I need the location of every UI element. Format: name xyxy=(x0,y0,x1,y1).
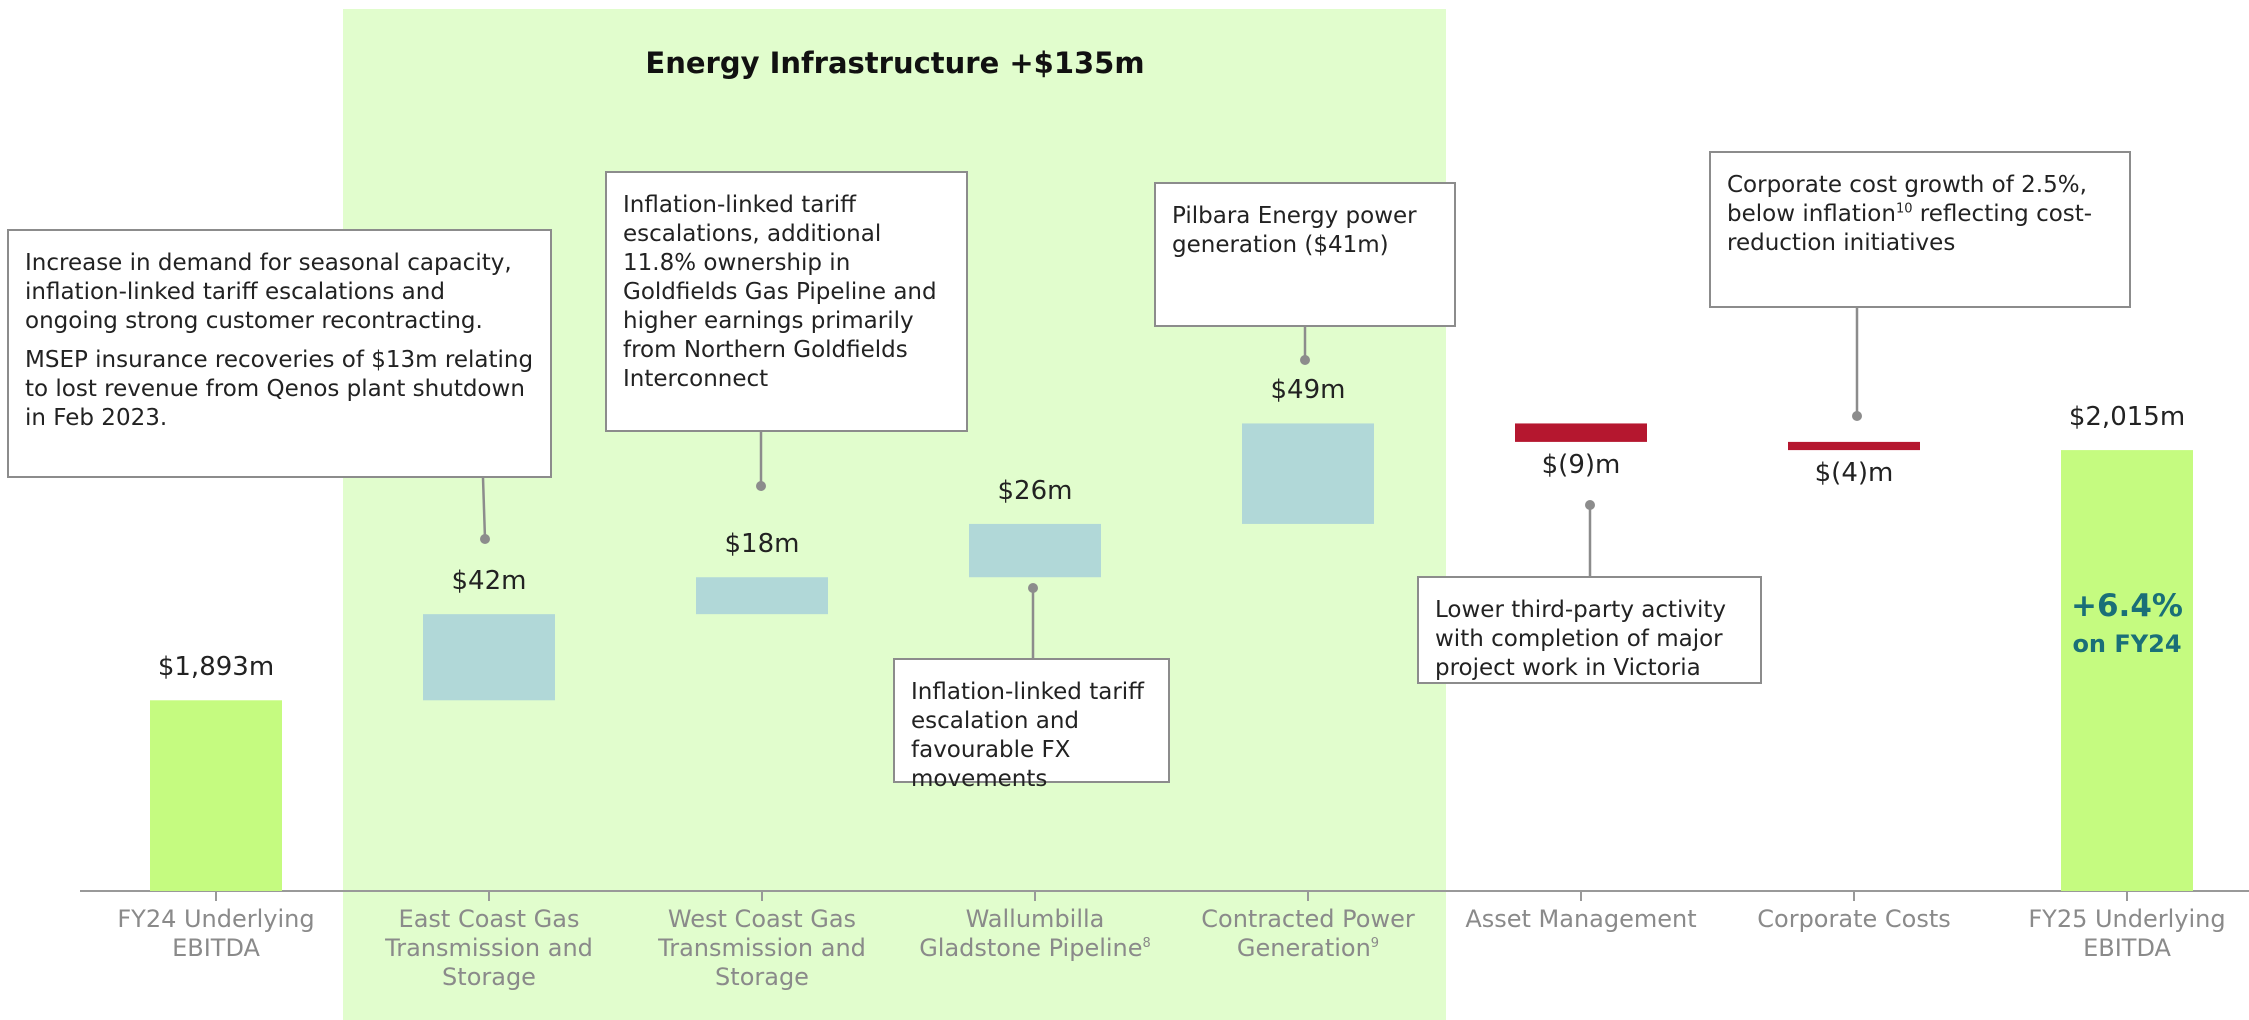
x-tick-label: West Coast Gas Transmission and Storage xyxy=(637,905,887,992)
text-run: Inflation-linked tariff escalation and f… xyxy=(911,679,1145,792)
bar xyxy=(423,614,555,701)
annotation-text: Pilbara Energy power generation ($41m) xyxy=(1172,202,1438,260)
category-text: Corporate Costs xyxy=(1757,905,1951,933)
connector-dot xyxy=(756,481,766,491)
x-tick-label: Corporate Costs xyxy=(1729,905,1979,934)
annotation-box: Lower third-party activity with completi… xyxy=(1417,576,1762,684)
bar xyxy=(150,700,282,891)
footnote-mark: 9 xyxy=(1370,936,1380,951)
bar xyxy=(2061,450,2193,891)
x-tick-label: FY25 Underlying EBITDA xyxy=(2002,905,2249,963)
value-label: $42m xyxy=(451,566,527,597)
connector-dot xyxy=(1585,500,1595,510)
connector xyxy=(481,477,487,540)
text-run: Corporate cost growth of 2.5%, below inf… xyxy=(1727,172,2087,227)
annotation-box: Increase in demand for seasonal capacity… xyxy=(7,229,552,478)
value-label: $18m xyxy=(724,529,800,560)
text-run: reflecting cost-reduction initiatives xyxy=(1727,201,2093,256)
bar xyxy=(1515,423,1647,442)
callout-text: on FY24 xyxy=(2072,630,2182,658)
category-text: Wallumbilla Gladstone Pipeline xyxy=(919,905,1143,962)
callout-value: +6.4% xyxy=(2071,588,2183,624)
annotation-text: MSEP insurance recoveries of $13m relati… xyxy=(25,346,534,433)
annotation-box: Inflation-linked tariff escalation and f… xyxy=(893,658,1170,792)
value-label: $49m xyxy=(1270,375,1346,406)
text-run: Pilbara Energy power generation ($41m) xyxy=(1172,203,1417,258)
x-tick-label: Wallumbilla Gladstone Pipeline8 xyxy=(910,905,1160,963)
x-tick-label: Asset Management xyxy=(1456,905,1706,934)
bar xyxy=(1788,441,1920,451)
annotation-text: Increase in demand for seasonal capacity… xyxy=(25,249,534,336)
value-label: $(4)m xyxy=(1814,458,1894,489)
value-label: $26m xyxy=(997,475,1073,506)
text-run: Lower third-party activity with completi… xyxy=(1435,597,1727,681)
category-text: East Coast Gas Transmission and Storage xyxy=(385,905,593,991)
text-run: Inflation-linked tariff escalations, add… xyxy=(623,192,937,392)
x-tick-label: Contracted Power Generation9 xyxy=(1183,905,1433,963)
bar xyxy=(1242,423,1374,524)
category-text: Contracted Power Generation xyxy=(1201,905,1415,962)
x-tick-label: FY24 Underlying EBITDA xyxy=(91,905,341,963)
value-label: $(9)m xyxy=(1541,449,1621,480)
text-run: MSEP insurance recoveries of $13m relati… xyxy=(25,347,534,431)
annotation-box: Corporate cost growth of 2.5%, below inf… xyxy=(1709,151,2131,308)
footnote-mark: 10 xyxy=(1895,201,1913,217)
connector-dot xyxy=(480,534,490,544)
value-label: $2,015m xyxy=(2068,402,2186,433)
category-text: Asset Management xyxy=(1465,905,1697,933)
annotation-box: Inflation-linked tariff escalations, add… xyxy=(605,171,968,432)
annotation-text: Lower third-party activity with completi… xyxy=(1435,596,1744,683)
value-label: $1,893m xyxy=(157,652,275,683)
category-text: FY24 Underlying EBITDA xyxy=(117,905,315,962)
connector-dot xyxy=(1300,355,1310,365)
connector-dot xyxy=(1028,583,1038,593)
annotation-text: Inflation-linked tariff escalations, add… xyxy=(623,191,950,394)
annotation-box: Pilbara Energy power generation ($41m) xyxy=(1154,182,1456,327)
footnote-mark: 8 xyxy=(1142,936,1151,951)
category-text: FY25 Underlying EBITDA xyxy=(2028,905,2226,962)
category-text: West Coast Gas Transmission and Storage xyxy=(658,905,866,991)
text-run: Increase in demand for seasonal capacity… xyxy=(25,250,512,334)
bar xyxy=(696,577,828,615)
x-tick-label: East Coast Gas Transmission and Storage xyxy=(364,905,614,992)
bar xyxy=(969,523,1101,578)
group-title: Energy Infrastructure +$135m xyxy=(645,46,1145,80)
annotation-text: Inflation-linked tariff escalation and f… xyxy=(911,678,1152,794)
connector-dot xyxy=(1852,411,1862,421)
annotation-text: Corporate cost growth of 2.5%, below inf… xyxy=(1727,171,2113,258)
